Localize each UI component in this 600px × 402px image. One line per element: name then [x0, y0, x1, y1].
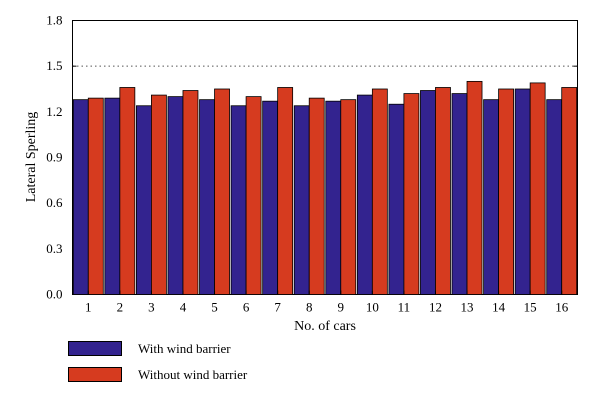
y-tick-label: 0.3	[46, 241, 62, 256]
x-tick-label: 13	[461, 300, 474, 315]
bar-without-barrier-2	[119, 87, 136, 295]
bar-with-barrier-3	[136, 105, 152, 295]
x-tick-label: 7	[274, 300, 281, 315]
x-tick-label: 4	[180, 300, 187, 315]
x-tick-label: 11	[398, 300, 411, 315]
bar-without-barrier-8	[308, 97, 325, 295]
bar-without-barrier-16	[561, 87, 578, 295]
bar-without-barrier-12	[435, 87, 451, 295]
x-axis-title: No. of cars	[294, 319, 356, 334]
legend-label-with-barrier: With wind barrier	[138, 340, 231, 356]
bar-with-barrier-5	[199, 99, 215, 295]
x-tick-label: 12	[429, 300, 442, 315]
bar-with-barrier-8	[293, 105, 310, 295]
x-tick-label: 9	[338, 300, 345, 315]
bar-without-barrier-11	[403, 93, 420, 295]
bar-without-barrier-9	[340, 99, 357, 295]
x-tick-label: 1	[85, 300, 92, 315]
bar-without-barrier-13	[466, 80, 483, 295]
legend-item-without-barrier: Without wind barrier	[68, 366, 247, 383]
y-axis-title: Lateral Sperling	[24, 112, 39, 203]
legend-label-without-barrier: Without wind barrier	[138, 366, 248, 382]
y-tick-label: 1.8	[46, 13, 62, 28]
bar-with-barrier-2	[104, 97, 121, 295]
x-tick-label: 3	[148, 300, 155, 315]
bar-without-barrier-14	[498, 88, 514, 295]
legend-swatch-with-barrier	[68, 341, 122, 356]
bar-with-barrier-10	[356, 94, 373, 295]
x-tick-label: 14	[492, 300, 506, 315]
x-tick-label: 2	[117, 300, 124, 315]
bar-without-barrier-1	[87, 97, 104, 295]
y-tick-label: 0.6	[46, 195, 63, 210]
bar-without-barrier-4	[182, 90, 199, 295]
bar-with-barrier-7	[262, 100, 279, 295]
bar-with-barrier-13	[451, 93, 468, 295]
y-tick-label: 0.0	[46, 287, 62, 302]
bar-without-barrier-7	[277, 87, 294, 295]
x-tick-label: 16	[555, 300, 569, 315]
x-tick-label: 10	[366, 300, 379, 315]
x-axis: 1 2 3 4 5 6 7 8 9 10 11 12 13 14 15 16	[85, 290, 569, 315]
x-tick-label: 15	[524, 300, 537, 315]
bar-with-barrier-6	[230, 105, 247, 295]
bar-with-barrier-1	[72, 99, 89, 295]
y-axis: 0.0 0.3 0.6 0.9 1.2 1.5 1.8	[46, 13, 578, 302]
bar-marks	[72, 80, 578, 295]
x-tick-label: 5	[211, 300, 218, 315]
x-tick-label: 6	[243, 300, 250, 315]
bar-with-barrier-16	[546, 99, 563, 295]
legend: With wind barrier Without wind barrier	[68, 340, 247, 392]
bar-without-barrier-3	[151, 94, 167, 295]
x-tick-label: 8	[306, 300, 313, 315]
legend-swatch-without-barrier	[68, 367, 122, 382]
bar-without-barrier-10	[371, 88, 388, 295]
bar-with-barrier-15	[514, 88, 531, 295]
y-tick-label: 1.5	[46, 58, 62, 73]
bar-without-barrier-5	[214, 88, 230, 295]
bar-without-barrier-15	[529, 82, 546, 295]
bar-with-barrier-4	[167, 96, 184, 295]
legend-item-with-barrier: With wind barrier	[68, 340, 247, 357]
y-tick-label: 1.2	[46, 104, 62, 119]
bar-with-barrier-14	[483, 99, 499, 295]
bar-without-barrier-6	[245, 96, 262, 295]
bar-with-barrier-12	[420, 90, 436, 295]
bar-with-barrier-11	[388, 103, 405, 295]
bar-with-barrier-9	[325, 100, 342, 295]
y-tick-label: 0.9	[46, 150, 62, 165]
